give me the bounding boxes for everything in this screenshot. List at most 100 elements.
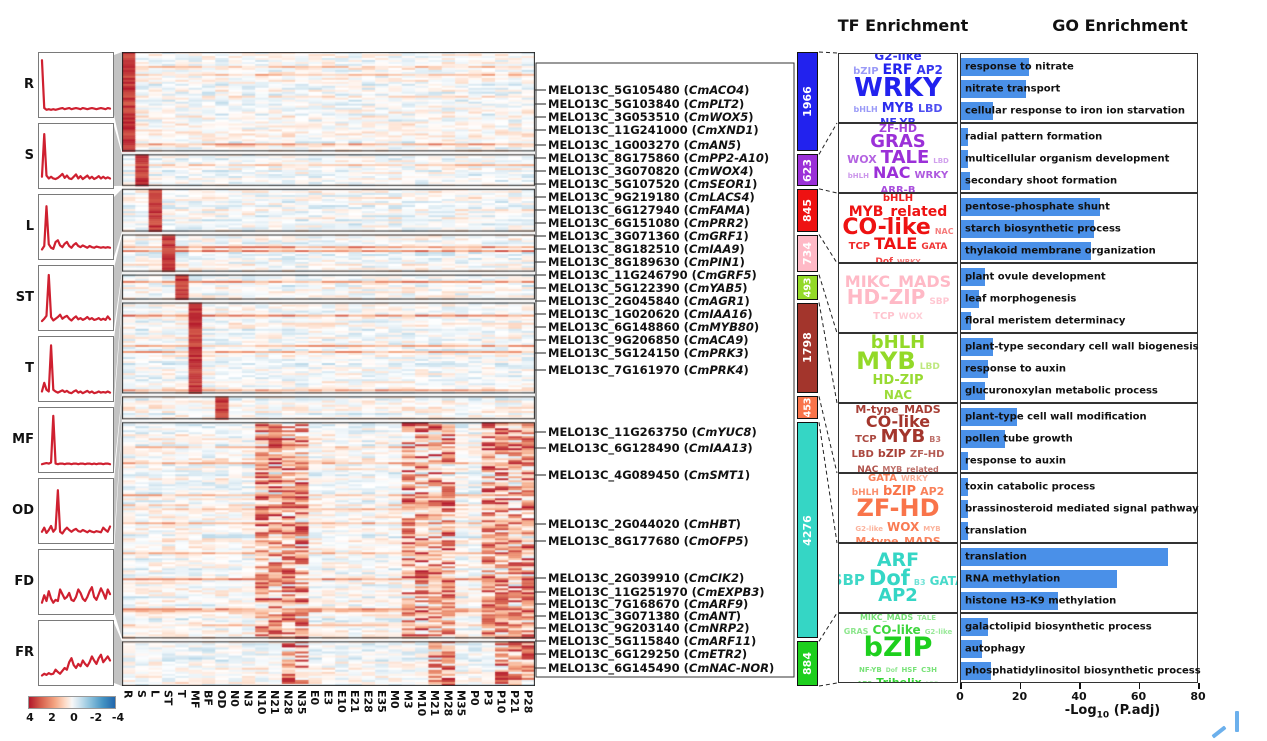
- go-term-row: translation: [961, 548, 1197, 566]
- tf-family-word: SBP: [839, 571, 865, 590]
- tissue-label-t: T: [25, 361, 34, 376]
- profile-line-fd: [42, 587, 110, 603]
- go-term-label: histone H3-K9 methylation: [965, 595, 1117, 607]
- colorbar-tick-label: 0: [70, 711, 78, 724]
- tf-family-word: HD-ZIP: [872, 373, 924, 389]
- go-term-row: starch biosynthetic process: [961, 220, 1197, 238]
- heatmap-column-label-r: R: [121, 690, 135, 699]
- cluster-size-value: 734: [801, 241, 814, 265]
- gene-label: MELO13C_4G089450 (CmSMT1): [548, 468, 751, 482]
- x-axis-tick-label: 20: [1011, 690, 1028, 703]
- cluster-size-value: 623: [801, 158, 814, 182]
- go-term-bar: [961, 408, 1018, 426]
- go-enrichment-cluster-623: radial pattern formation multicellular or…: [960, 123, 1198, 193]
- gene-id: MELO13C_8G182510 (: [548, 242, 689, 256]
- tf-family-word: MYB_related: [882, 464, 939, 473]
- tf-family-word: AP2: [916, 62, 943, 77]
- cluster-size-value: 453: [802, 397, 813, 418]
- gene-symbol: CmNAC-NOR: [688, 661, 769, 675]
- tf-family-word: NAC: [883, 387, 913, 402]
- tf-family-word: bHLH: [853, 104, 878, 114]
- cluster-size-value: 845: [801, 198, 814, 222]
- heatmap-column-label-m35: M35: [454, 690, 468, 717]
- thumbnail-to-block-connector: [114, 422, 122, 639]
- gene-label: MELO13C_3G071380 (CmANT): [548, 609, 741, 623]
- heatmap-column-label-e10: E10: [334, 690, 348, 713]
- heatmap-column-label-od: OD: [214, 690, 228, 709]
- gene-label: MELO13C_8G177680 (CmOFP5): [548, 534, 749, 548]
- tf-family-word: WRKY: [900, 473, 928, 483]
- gene-id: MELO13C_4G089450 (: [548, 468, 689, 482]
- gene-symbol: CmIAA13: [688, 441, 748, 455]
- tf-family-word: MIKC_MADS: [844, 271, 952, 291]
- gene-symbol: CmXND1: [696, 123, 754, 137]
- go-term-label: response to nitrate: [965, 61, 1074, 73]
- tf-family-word: MYB: [923, 525, 941, 534]
- gene-label: MELO13C_9G203140 (CmNRP2): [548, 621, 750, 635]
- tissue-label-r: R: [23, 77, 34, 92]
- go-term-row: secondary shoot formation: [961, 172, 1197, 190]
- gene-symbol: CmMYB80: [688, 320, 754, 334]
- gene-id: MELO13C_5G124150 (: [548, 346, 689, 360]
- go-term-label: translation: [965, 551, 1027, 563]
- go-term-bar: [961, 452, 969, 470]
- go-term-bar: [961, 242, 1091, 260]
- gene-label: MELO13C_9G219180 (CmLACS4): [548, 190, 755, 204]
- tf-family-word: NAC: [934, 226, 954, 236]
- tf-family-word: ARR-B: [880, 184, 916, 193]
- go-term-bar: [961, 640, 982, 658]
- heatmap-column-label-m28: M28: [441, 690, 455, 717]
- profile-line-s: [42, 134, 110, 179]
- gene-id: MELO13C_3G071360 (: [548, 229, 689, 243]
- go-term-label: cellular response to iron ion starvation: [965, 105, 1186, 117]
- go-term-bar: [961, 128, 969, 146]
- go-term-bar: [961, 268, 985, 286]
- heatmap-column-label-e35: E35: [374, 690, 388, 713]
- gene-symbol: CmIAA9: [688, 242, 740, 256]
- tissue-label-fr: FR: [15, 645, 34, 660]
- go-term-row: brassinosteroid mediated signal pathway: [961, 500, 1199, 518]
- go-term-row: galactolipid biosynthetic process: [961, 618, 1197, 636]
- tf-family-word: MYB: [881, 100, 914, 116]
- tf-family-word: ZF-HD: [856, 494, 940, 523]
- go-term-row: nitrate transport: [961, 80, 1197, 98]
- go-term-row: multicellular organism development: [961, 150, 1197, 168]
- go-term-row: plant-type cell wall modification: [961, 408, 1197, 426]
- tf-family-word: WOX: [847, 153, 877, 167]
- gene-id: MELO13C_9G206850 (: [548, 333, 689, 347]
- gene-label: MELO13C_11G246790 (CmGRF5): [548, 268, 757, 282]
- go-term-bar: [961, 150, 969, 168]
- tf-family-word: LBD: [926, 681, 939, 682]
- tf-family-word: ARF: [876, 549, 920, 572]
- heatmap-column-label-p3: P3: [481, 690, 495, 706]
- gene-label: MELO13C_5G103840 (CmPLT2): [548, 97, 745, 111]
- tf-family-word: MYB: [856, 347, 916, 376]
- go-term-bar: [961, 592, 1059, 610]
- go-term-bar: [961, 570, 1118, 588]
- expression-profile-thumbnail-od: [38, 478, 114, 544]
- go-term-row: response to nitrate: [961, 58, 1197, 76]
- gene-symbol: CmLACS4: [688, 190, 750, 204]
- gene-symbol: CmARF11: [688, 634, 751, 648]
- tf-family-word: LBD: [917, 101, 943, 115]
- gene-id: MELO13C_3G053510 (: [548, 110, 689, 124]
- cluster-size-value: 4276: [801, 514, 814, 546]
- gene-id: MELO13C_5G115840 (: [548, 634, 689, 648]
- gene-symbol: CmACA9: [688, 333, 744, 347]
- x-axis-tick: [960, 683, 962, 689]
- go-term-bar: [961, 80, 1026, 98]
- go-enrichment-title: GO Enrichment: [1052, 16, 1188, 35]
- gene-id: MELO13C_9G219180 (: [548, 190, 689, 204]
- tf-family-word: bZIP: [877, 447, 906, 461]
- gene-symbol: CmGRF5: [696, 268, 752, 282]
- gene-id: MELO13C_9G203140 (: [548, 621, 689, 635]
- gene-label: MELO13C_7G161970 (CmPRK4): [548, 363, 749, 377]
- gene-symbol: CmFAMA: [688, 203, 745, 217]
- gene-label: MELO13C_6G128490 (CmIAA13): [548, 441, 753, 455]
- go-term-row: pentose-phosphate shunt: [961, 198, 1197, 216]
- go-term-bar: [961, 382, 985, 400]
- go-term-bar: [961, 548, 1168, 566]
- tf-family-word: Dof: [868, 566, 910, 591]
- gene-id: MELO13C_2G039910 (: [548, 571, 689, 585]
- cluster-size-segment-734: 734: [797, 234, 818, 272]
